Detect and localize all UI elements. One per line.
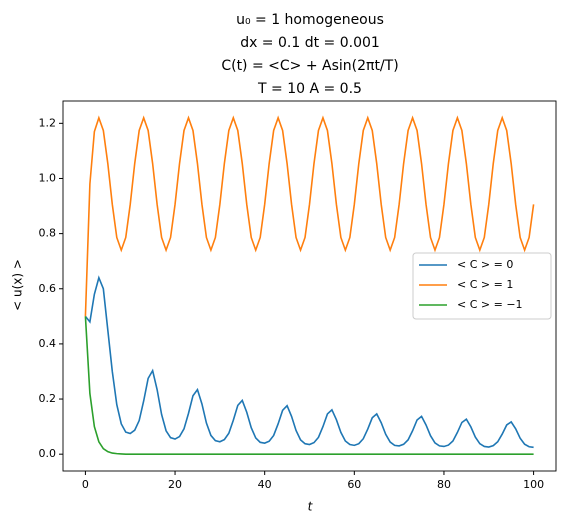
legend-box — [412, 252, 552, 320]
y-tick-label: 0.2 — [39, 392, 57, 405]
legend-label: < C > = 0 — [457, 258, 513, 271]
y-tick-label: 0.8 — [39, 227, 57, 240]
plot-frame — [62, 100, 557, 472]
x-tick-label: 0 — [82, 478, 89, 491]
chart-title: u₀ = 1 homogeneous — [236, 12, 384, 28]
data-line — [84, 316, 534, 455]
data-line — [84, 275, 534, 449]
x-tick-label: 60 — [347, 478, 361, 491]
y-tick-label: 1.0 — [39, 171, 57, 184]
y-tick-label: 0.0 — [39, 447, 57, 460]
x-tick-label: 20 — [168, 478, 182, 491]
y-tick-label: 1.2 — [39, 116, 57, 129]
legend-label: < C > = 1 — [457, 278, 513, 291]
chart-title: C(t) = <C> + Asin(2πt/T) — [221, 58, 398, 74]
chart-title: T = 10 A = 0.5 — [257, 81, 362, 97]
x-tick-label: 40 — [258, 478, 272, 491]
x-tick-label: 100 — [523, 478, 544, 491]
x-axis-label: t — [308, 500, 314, 514]
y-tick-label: 0.4 — [39, 337, 57, 350]
data-line — [84, 115, 535, 317]
x-tick-label: 80 — [437, 478, 451, 491]
chart-title: dx = 0.1 dt = 0.001 — [240, 35, 380, 51]
legend-label: < C > = −1 — [457, 298, 523, 311]
y-tick-label: 0.6 — [39, 282, 57, 295]
y-axis-label: < u(x) > — [11, 259, 25, 311]
